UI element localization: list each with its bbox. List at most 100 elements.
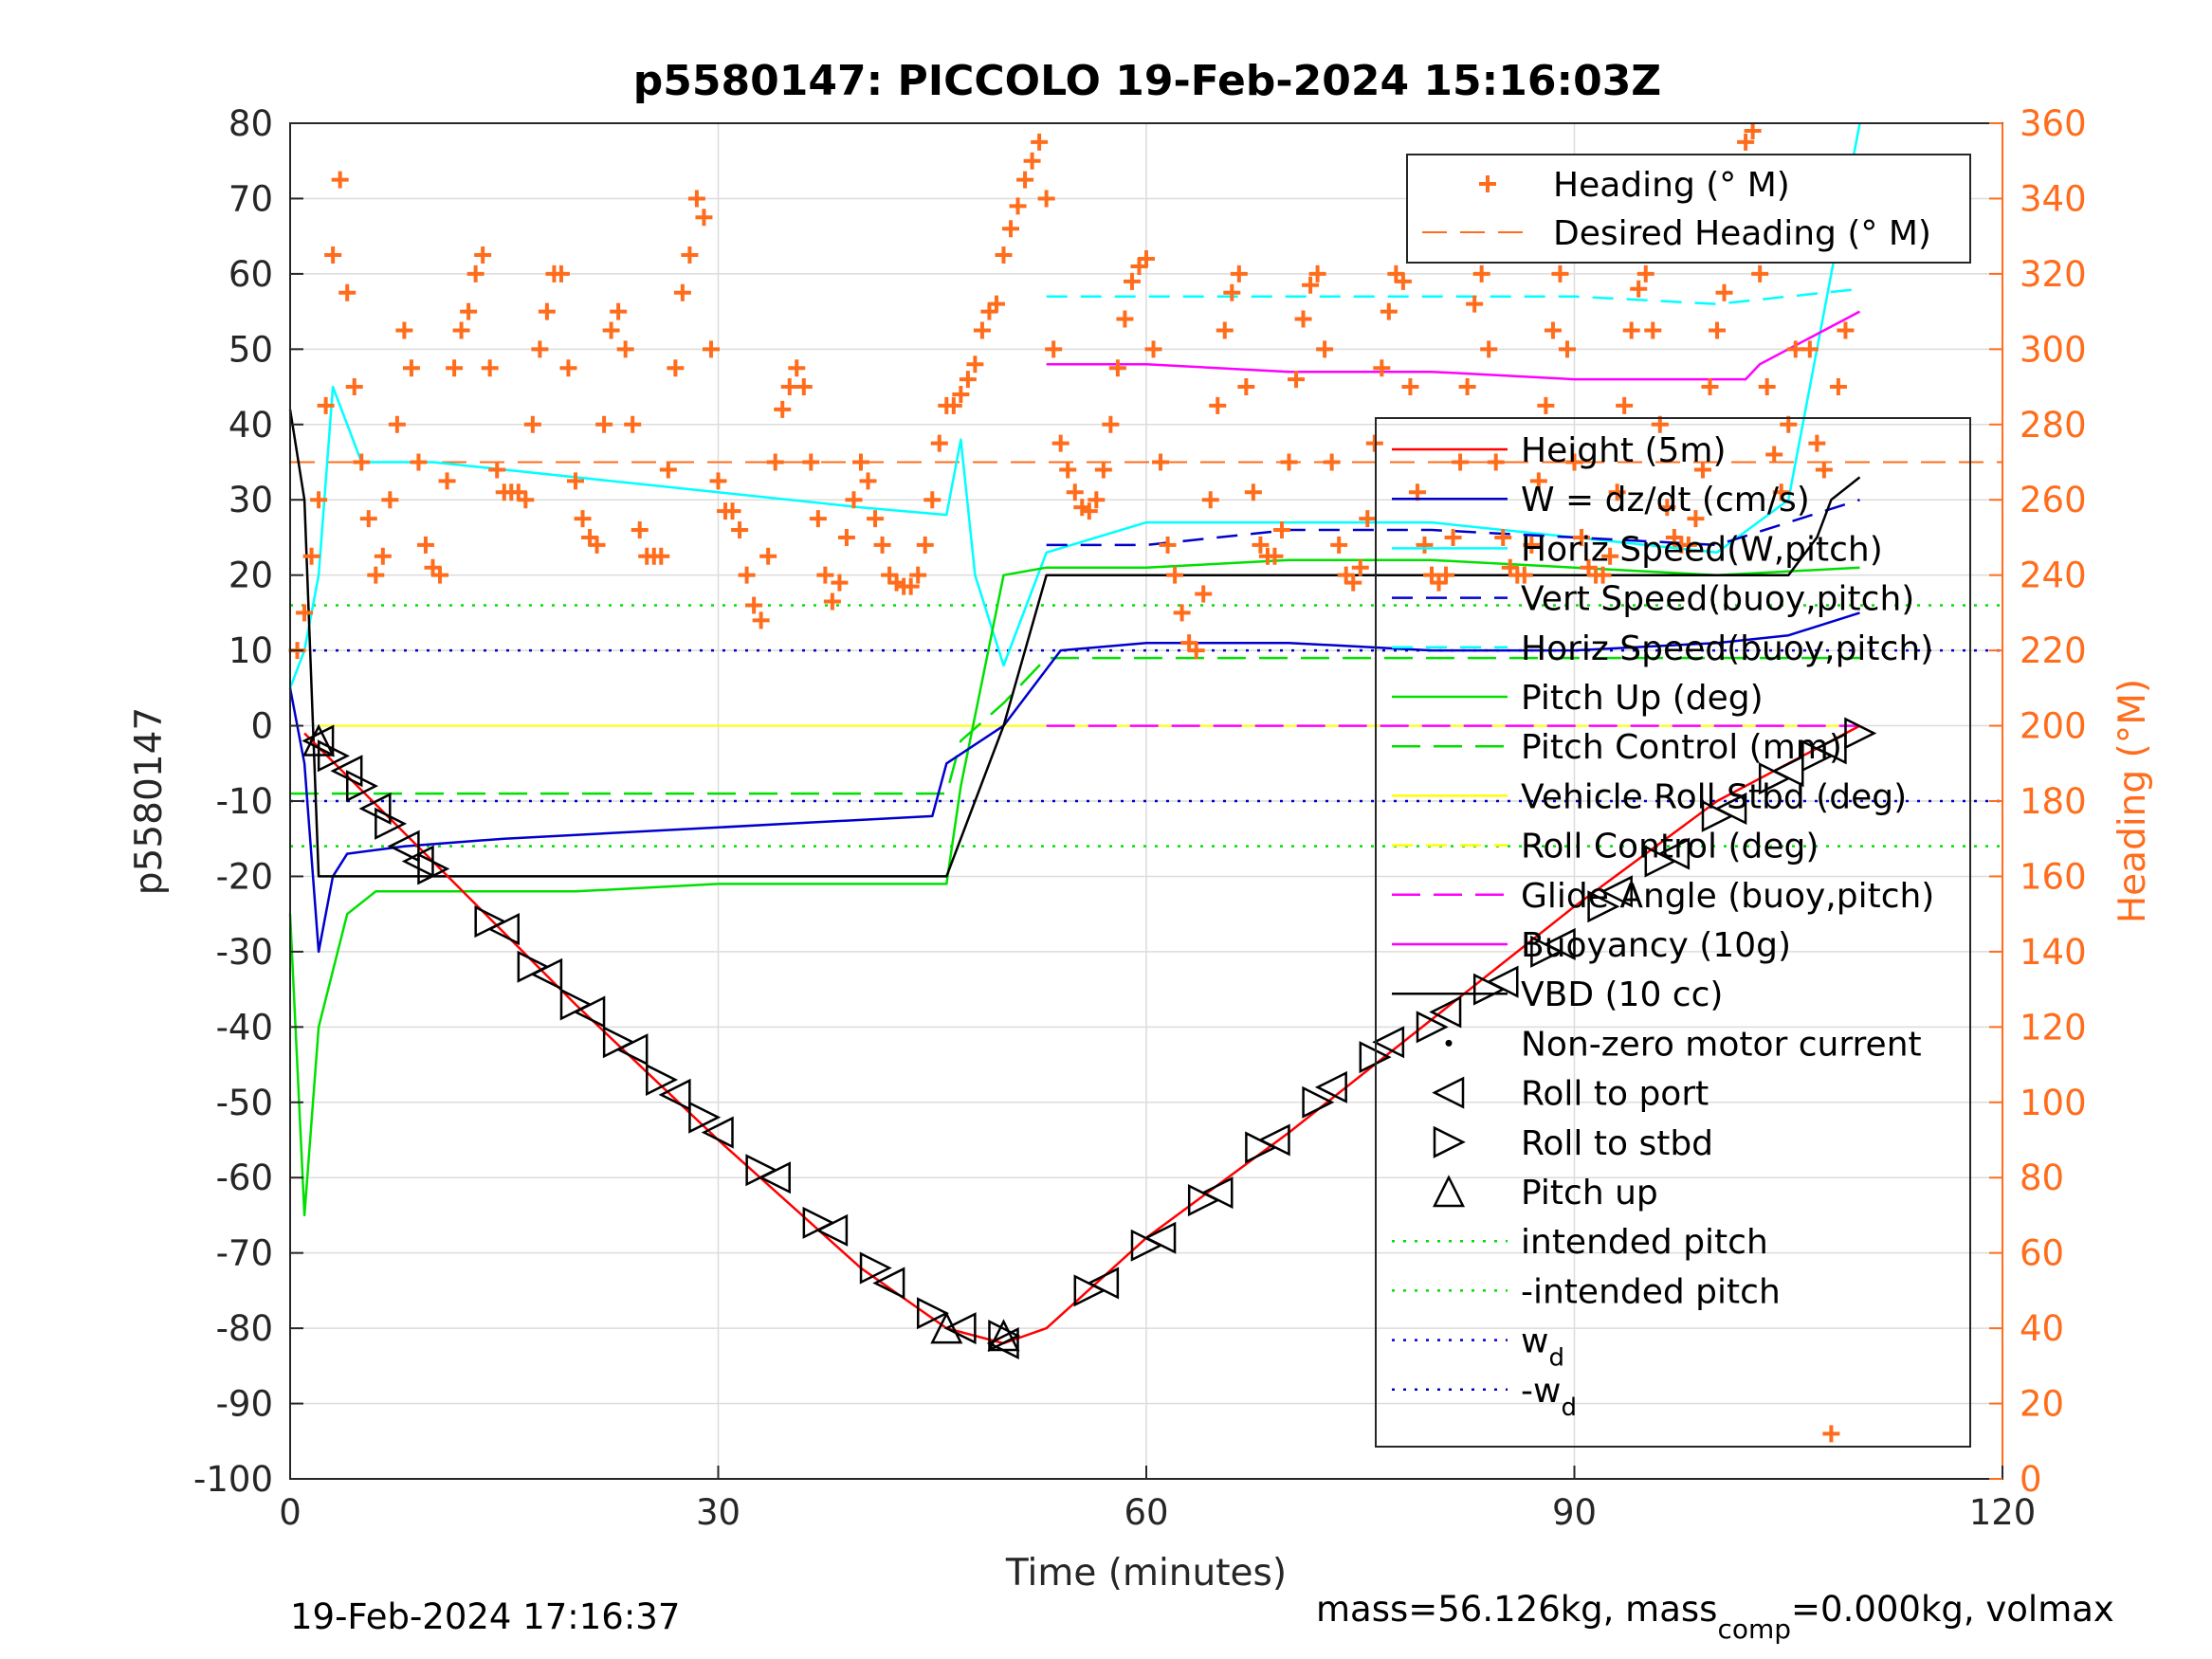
roll-stbd-marker [375,807,408,840]
heading-point [1815,461,1833,479]
heading-point [802,453,820,471]
roll-port-marker [1600,875,1633,908]
heading-point [1201,491,1219,509]
heading-point [345,378,363,396]
heading-point [1630,280,1648,298]
heading-point [1302,276,1320,294]
heading-point [359,510,377,528]
heading-point [780,378,798,396]
heading-point [944,396,962,414]
horiz-speed-buoy-pitch-line [1046,287,1860,305]
heading-point [602,321,620,339]
heading-point [367,566,385,584]
heading-point [1801,340,1819,358]
heading-point [1837,321,1855,339]
y2-tick-label: 220 [2020,630,2087,671]
heading-point [738,566,756,584]
x-tick-label: 60 [1124,1492,1168,1533]
heading-point [1187,642,1205,660]
pitch-up-marker [302,723,336,757]
heading-point [1166,566,1184,584]
main-legend-label: Roll to port [1521,1075,1709,1114]
heading-point [1458,378,1476,396]
y2-tick-label: 40 [2020,1308,2064,1349]
heading-point [1323,453,1341,471]
main-legend-label: VBD (10 cc) [1521,975,1723,1014]
roll-stbd-marker [745,1154,778,1187]
heading-point [1209,396,1227,414]
marker-layer [302,717,1877,1360]
heading-series [289,122,1855,1443]
y2-tick-label: 200 [2020,706,2087,747]
heading-point [531,340,549,358]
heading-point [923,491,941,509]
heading-point [1094,461,1112,479]
heading-legend-label: Heading (° M) [1553,166,1790,205]
heading-point [752,611,770,629]
y-tick-label: 50 [229,329,273,370]
y-tick-label: 70 [229,178,273,219]
heading-point [1608,483,1626,501]
footer-mass-text: mass=56.126kg, mass [1316,1589,1717,1630]
y-tick-label: 80 [229,103,273,144]
heading-point [788,359,806,377]
heading-point [1594,566,1612,584]
heading-point [1765,446,1783,464]
y-tick-label: -50 [216,1083,273,1123]
pitch-up-marker [930,1311,963,1344]
heading-point [837,528,855,546]
heading-point [823,592,841,611]
roll-stbd-marker [474,905,507,939]
y-tick-label: -80 [216,1308,273,1349]
heading-point [374,547,392,565]
y2-tick-label: 360 [2020,103,2087,144]
heading-point [1051,434,1069,452]
heading-point [446,359,464,377]
heading-point [745,596,763,614]
heading-point [317,396,335,414]
main-legend-label: intended pitch [1521,1223,1768,1262]
y-axis-label: p5580147 [128,707,171,895]
heading-point [809,510,827,528]
heading-point [574,510,592,528]
y2-tick-label: 180 [2020,781,2087,822]
heading-point [1152,453,1170,471]
main-legend-label: Roll to stbd [1521,1124,1713,1163]
heading-point [1380,302,1398,320]
heading-point [902,577,920,595]
pitch-up-line [288,558,1860,1217]
heading-point [388,415,406,433]
heading-point [995,246,1013,264]
y2-tick-label: 100 [2020,1083,2087,1123]
heading-point [452,321,470,339]
y-tick-label: 40 [229,405,273,446]
main-legend-label: W = dz/dt (cm/s) [1521,481,1810,520]
y-tick-label: 20 [229,556,273,596]
heading-point [1037,190,1055,208]
heading-point [759,547,777,565]
footer-mass-sub: comp [1717,1613,1791,1645]
y-tick-label: -40 [216,1007,273,1048]
x-tick-label: 0 [279,1492,302,1533]
roll-stbd-marker [1416,1011,1449,1044]
heading-point [1687,510,1705,528]
footer-mass: mass=56.126kg, masscomp=0.000kg, volmax [1316,1589,2114,1645]
heading-point [1102,415,1120,433]
heading-point [559,359,577,377]
heading-point [709,472,727,490]
heading-point [1195,585,1213,603]
roll-stbd-marker [1644,845,1677,878]
roll-stbd-marker [1587,890,1620,923]
heading-point [1373,359,1391,377]
heading-point [1772,483,1790,501]
roll-stbd-marker [802,1206,835,1239]
heading-point [1679,536,1697,554]
heading-point [852,453,869,471]
roll-stbd-marker [1530,935,1563,968]
heading-point [1622,321,1640,339]
heading-point [1658,499,1676,517]
heading-point [1487,453,1505,471]
heading-point [1138,250,1155,267]
heading-point [873,536,891,554]
heading-point [1737,133,1755,151]
